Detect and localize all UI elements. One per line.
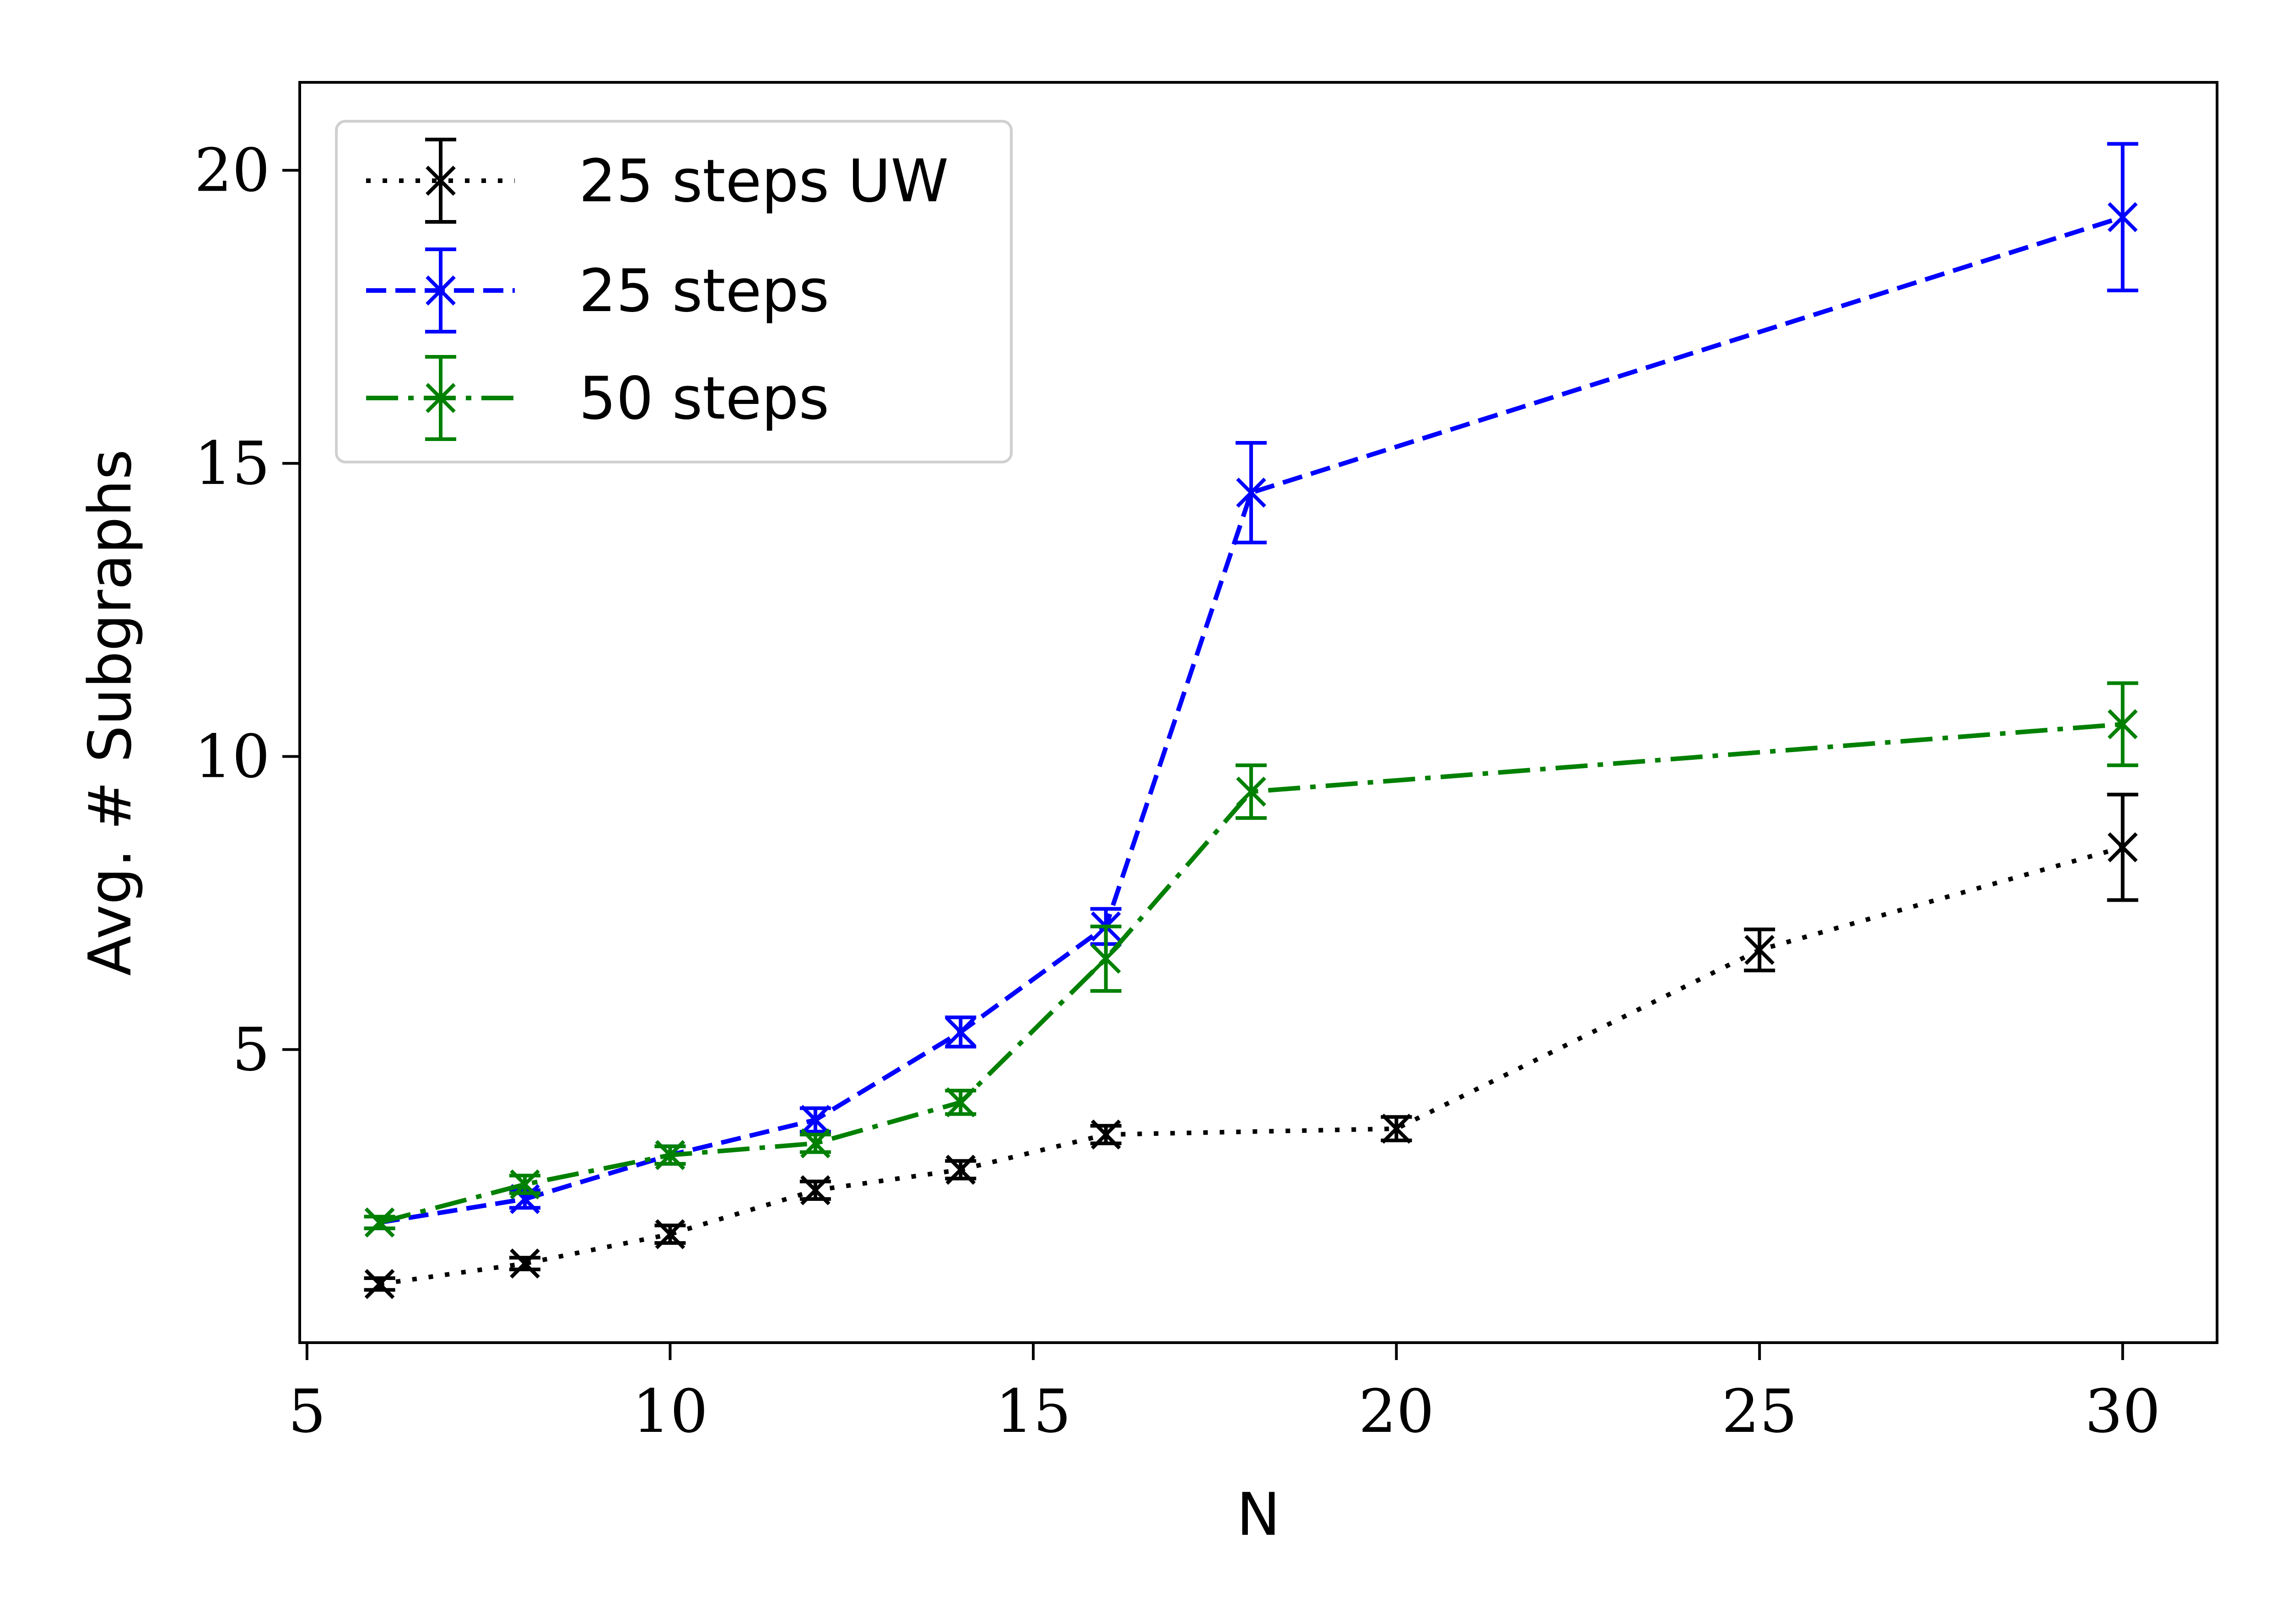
series-1-point-1 [510,1184,540,1214]
legend-box [335,120,1013,463]
series-1-point-4 [945,1017,976,1047]
x-tick-label-10: 10 [632,1377,708,1446]
legend-label-25-steps-uw: 25 steps UW [579,147,949,215]
series-0-point-7 [1744,935,1775,965]
plot-frame [298,81,2218,1344]
series-0-point-5 [1090,1119,1121,1150]
series-2-point-7 [2107,709,2138,739]
y-axis-label: Avg. # Subgraphs [76,449,145,976]
series-2-point-4 [945,1087,976,1118]
series-0 [364,792,2138,1299]
series-1-point-6 [1236,478,1266,508]
series-0-point-4 [945,1155,976,1185]
x-tick-label-25: 25 [1721,1377,1797,1446]
legend-swatch-25-steps-uw [366,138,515,224]
x-tick-label-5: 5 [288,1377,326,1446]
series-2-line [379,722,2123,1225]
x-tick-label-20: 20 [1359,1377,1434,1446]
x-axis-label: N [1236,1481,1280,1549]
x-tick-label-15: 15 [995,1377,1071,1446]
legend-entry-2: 50 steps [366,355,829,441]
y-tick-label-10: 10 [194,722,270,791]
legend-label-50-steps: 50 steps [579,365,829,433]
series-2-point-2 [655,1140,685,1170]
series-1-point-7 [2107,202,2138,232]
series-0-point-8 [2107,832,2138,863]
legend-swatch-2-marker [426,383,456,413]
legend-entry-1: 25 steps [366,247,829,333]
series-2-point-1 [510,1169,540,1199]
series-1-point-3 [800,1105,831,1135]
y-tick-label-20: 20 [194,135,270,205]
series-2-point-3 [800,1128,831,1159]
legend: 25 steps UW 25 steps 50 steps [335,120,1013,463]
series-0-point-3 [800,1175,831,1205]
legend-swatch-0-marker [426,166,456,196]
series-2 [364,681,2138,1238]
series-2-point-0 [364,1207,395,1238]
series-0-point-2 [655,1219,685,1249]
series-0-point-6 [1381,1113,1412,1144]
ticks-layer: 5 10 15 20 25 30 5 10 15 20 [194,135,2161,1446]
series-2-point-6 [1236,776,1266,807]
series-0-point-1 [510,1248,540,1279]
series-0-point-0 [364,1269,395,1299]
series-2-point-5 [1090,943,1121,974]
legend-swatch-50-steps [366,355,515,441]
legend-entry-0: 25 steps UW [366,138,949,224]
series-layer [364,142,2138,1299]
legend-swatch-25-steps [366,247,515,333]
x-tick-label-30: 30 [2085,1377,2160,1446]
y-tick-label-15: 15 [194,429,270,498]
y-tick-label-5: 5 [232,1015,270,1084]
legend-label-25-steps: 25 steps [579,257,829,325]
legend-swatch-1-marker [426,275,456,306]
series-1-line [379,215,2124,1225]
